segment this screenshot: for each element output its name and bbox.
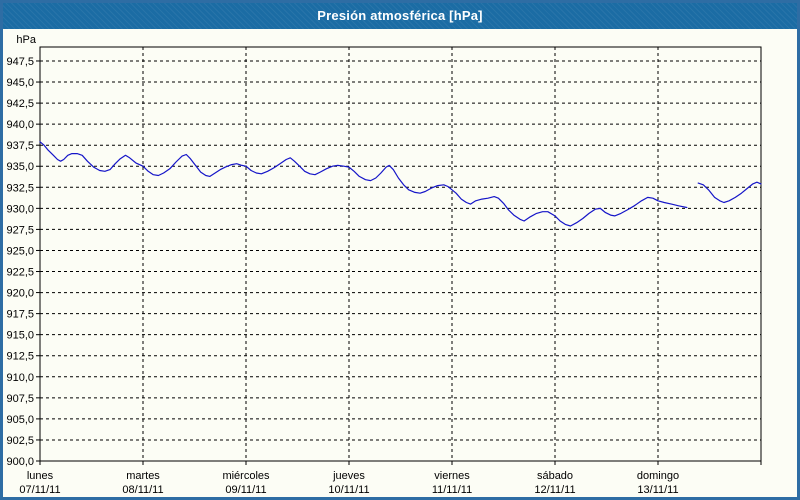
y-axis-label: 922,5 [6, 267, 34, 279]
plot-frame [39, 46, 762, 462]
window-title: Presión atmosférica [hPa] [317, 8, 483, 23]
y-axis-label: 930,0 [6, 203, 34, 215]
y-axis-labels: 947,5 945,0 942,5 940,0 937,5 935,0 932,5 930,0… [6, 56, 40, 468]
grid-horizontal [40, 60, 761, 441]
y-axis-label: 927,5 [6, 224, 34, 236]
x-axis-date-label: 09/11/11 [225, 484, 266, 496]
y-axis-label: 905,0 [6, 414, 34, 426]
y-axis-label: 900,0 [6, 456, 34, 468]
y-axis-label: 925,0 [6, 245, 34, 257]
pressure-line-segment [39, 141, 688, 227]
x-axis-date-label: 13/11/11 [637, 484, 678, 496]
x-axis-day-label: miércoles [222, 470, 270, 482]
y-axis-label: 942,5 [6, 98, 34, 110]
x-axis-date-label: 10/11/11 [328, 484, 369, 496]
x-axis-day-label: sábado [537, 470, 573, 482]
x-axis-date-label: 12/11/11 [534, 484, 575, 496]
y-axis-label: 935,0 [6, 161, 34, 173]
y-axis-label: 920,0 [6, 288, 34, 300]
y-axis-label: 910,0 [6, 372, 34, 384]
x-axis-day-label: martes [126, 470, 160, 482]
y-axis-label: 907,5 [6, 393, 34, 405]
x-axis-date-label: 11/11/11 [432, 484, 472, 496]
y-axis-label: 947,5 [6, 56, 34, 68]
x-axis-day-label: domingo [637, 470, 679, 482]
y-axis-label: 940,0 [6, 119, 34, 131]
x-axis-labels: lunes 07/11/11 martes 08/11/11 miércoles 09/1… [19, 461, 762, 496]
x-axis-day-label: viernes [434, 470, 470, 482]
y-axis-label: 902,5 [6, 435, 34, 447]
title-bar: Presión atmosférica [hPa] [3, 3, 797, 29]
x-axis-date-label: 07/11/11 [19, 484, 60, 496]
y-axis-label: 937,5 [6, 140, 34, 152]
y-axis-label: 912,5 [6, 351, 34, 363]
pressure-line-segment [697, 181, 762, 204]
x-axis-day-label: jueves [332, 470, 365, 482]
y-axis-label: 932,5 [6, 182, 34, 194]
y-axis-label: 915,0 [6, 330, 34, 342]
y-axis-label: 917,5 [6, 309, 34, 321]
x-axis-date-label: 08/11/11 [122, 484, 163, 496]
grid-vertical [142, 47, 659, 461]
series-presión-atmosférica [39, 141, 762, 227]
x-axis-day-label: lunes [27, 470, 54, 482]
chart-area: 947,5 945,0 942,5 940,0 937,5 935,0 932,5 930,0… [3, 29, 797, 497]
pressure-chart: 947,5 945,0 942,5 940,0 937,5 935,0 932,5 930,0… [6, 34, 762, 496]
y-axis-label: 945,0 [6, 77, 34, 89]
y-axis-unit-label: hPa [16, 34, 36, 46]
